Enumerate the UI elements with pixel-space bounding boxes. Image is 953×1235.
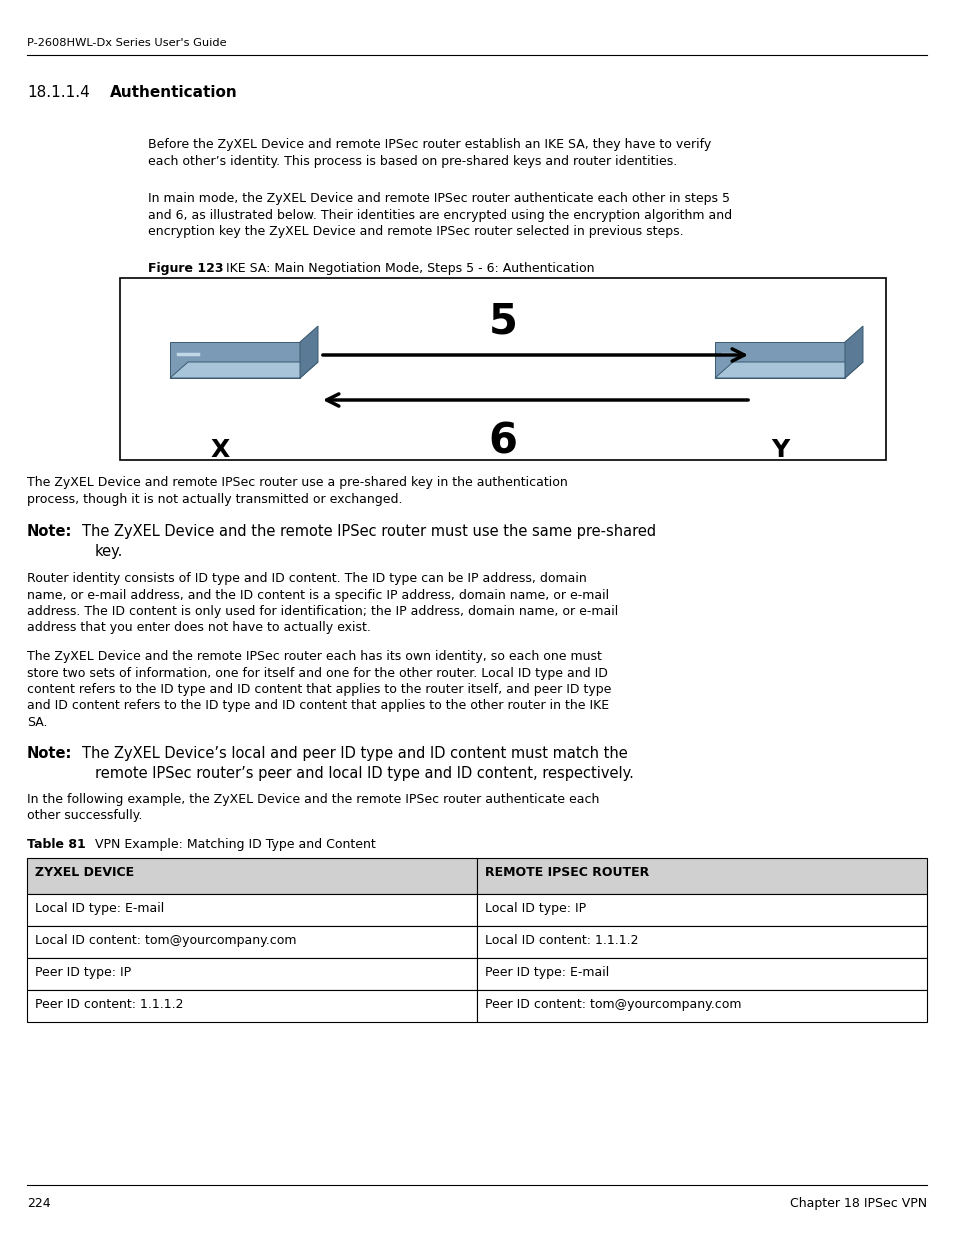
Text: other successfully.: other successfully. — [27, 809, 142, 823]
Text: Peer ID type: IP: Peer ID type: IP — [35, 966, 131, 979]
Bar — [27, 990, 476, 1023]
Text: Chapter 18 IPSec VPN: Chapter 18 IPSec VPN — [789, 1197, 926, 1210]
Text: address that you enter does not have to actually exist.: address that you enter does not have to … — [27, 621, 371, 635]
Text: VPN Example: Matching ID Type and Content: VPN Example: Matching ID Type and Conten… — [83, 839, 375, 851]
Text: ZYXEL DEVICE: ZYXEL DEVICE — [35, 866, 134, 879]
Text: Local ID type: IP: Local ID type: IP — [484, 902, 585, 915]
Text: address. The ID content is only used for identification; the IP address, domain : address. The ID content is only used for… — [27, 605, 618, 618]
Text: Router identity consists of ID type and ID content. The ID type can be IP addres: Router identity consists of ID type and … — [27, 572, 586, 585]
Text: Figure 123: Figure 123 — [148, 262, 223, 275]
Text: The ZyXEL Device and the remote IPSec router must use the same pre-shared: The ZyXEL Device and the remote IPSec ro… — [82, 524, 656, 538]
Text: encryption key the ZyXEL Device and remote IPSec router selected in previous ste: encryption key the ZyXEL Device and remo… — [148, 225, 683, 238]
Text: SA.: SA. — [27, 716, 48, 729]
Bar — [476, 894, 926, 926]
Text: Local ID content: tom@yourcompany.com: Local ID content: tom@yourcompany.com — [35, 934, 296, 947]
Text: In main mode, the ZyXEL Device and remote IPSec router authenticate each other i: In main mode, the ZyXEL Device and remot… — [148, 191, 729, 205]
Text: 6: 6 — [488, 420, 517, 462]
Text: Peer ID type: E-mail: Peer ID type: E-mail — [484, 966, 609, 979]
Bar — [27, 858, 476, 894]
Text: Peer ID content: tom@yourcompany.com: Peer ID content: tom@yourcompany.com — [484, 998, 740, 1011]
Polygon shape — [170, 362, 317, 378]
Text: 5: 5 — [488, 300, 517, 342]
Text: process, though it is not actually transmitted or exchanged.: process, though it is not actually trans… — [27, 493, 402, 505]
Bar — [476, 858, 926, 894]
Text: P-2608HWL-Dx Series User's Guide: P-2608HWL-Dx Series User's Guide — [27, 38, 227, 48]
Bar — [476, 926, 926, 958]
Text: The ZyXEL Device and remote IPSec router use a pre-shared key in the authenticat: The ZyXEL Device and remote IPSec router… — [27, 475, 567, 489]
Text: IKE SA: Main Negotiation Mode, Steps 5 - 6: Authentication: IKE SA: Main Negotiation Mode, Steps 5 -… — [226, 262, 594, 275]
Text: each other’s identity. This process is based on pre-shared keys and router ident: each other’s identity. This process is b… — [148, 154, 677, 168]
Polygon shape — [844, 326, 862, 378]
Text: remote IPSec router’s peer and local ID type and ID content, respectively.: remote IPSec router’s peer and local ID … — [95, 766, 633, 781]
Text: Local ID type: E-mail: Local ID type: E-mail — [35, 902, 164, 915]
Text: 224: 224 — [27, 1197, 51, 1210]
Text: REMOTE IPSEC ROUTER: REMOTE IPSEC ROUTER — [484, 866, 649, 879]
Text: The ZyXEL Device and the remote IPSec router each has its own identity, so each : The ZyXEL Device and the remote IPSec ro… — [27, 650, 601, 663]
Text: In the following example, the ZyXEL Device and the remote IPSec router authentic: In the following example, the ZyXEL Devi… — [27, 793, 598, 806]
Text: The ZyXEL Device’s local and peer ID type and ID content must match the: The ZyXEL Device’s local and peer ID typ… — [82, 746, 627, 761]
Text: 18.1.1.4: 18.1.1.4 — [27, 85, 90, 100]
Text: Note:: Note: — [27, 746, 72, 761]
Text: Local ID content: 1.1.1.2: Local ID content: 1.1.1.2 — [484, 934, 638, 947]
Text: content refers to the ID type and ID content that applies to the router itself, : content refers to the ID type and ID con… — [27, 683, 611, 697]
Bar — [27, 958, 476, 990]
Text: key.: key. — [95, 543, 123, 559]
Text: Authentication: Authentication — [110, 85, 237, 100]
Text: Peer ID content: 1.1.1.2: Peer ID content: 1.1.1.2 — [35, 998, 183, 1011]
Bar — [120, 278, 885, 459]
Text: Y: Y — [770, 438, 788, 462]
Text: Table 81: Table 81 — [27, 839, 86, 851]
Text: Note:: Note: — [27, 524, 72, 538]
Bar — [27, 894, 476, 926]
Polygon shape — [714, 342, 844, 378]
Polygon shape — [299, 326, 317, 378]
Text: store two sets of information, one for itself and one for the other router. Loca: store two sets of information, one for i… — [27, 667, 607, 679]
Bar — [27, 926, 476, 958]
Text: and 6, as illustrated below. Their identities are encrypted using the encryption: and 6, as illustrated below. Their ident… — [148, 209, 731, 221]
Bar — [476, 958, 926, 990]
Bar — [476, 990, 926, 1023]
Text: Before the ZyXEL Device and remote IPSec router establish an IKE SA, they have t: Before the ZyXEL Device and remote IPSec… — [148, 138, 711, 151]
Polygon shape — [714, 362, 862, 378]
Text: name, or e-mail address, and the ID content is a specific IP address, domain nam: name, or e-mail address, and the ID cont… — [27, 589, 608, 601]
Text: and ID content refers to the ID type and ID content that applies to the other ro: and ID content refers to the ID type and… — [27, 699, 608, 713]
Polygon shape — [170, 342, 299, 378]
Text: X: X — [211, 438, 230, 462]
